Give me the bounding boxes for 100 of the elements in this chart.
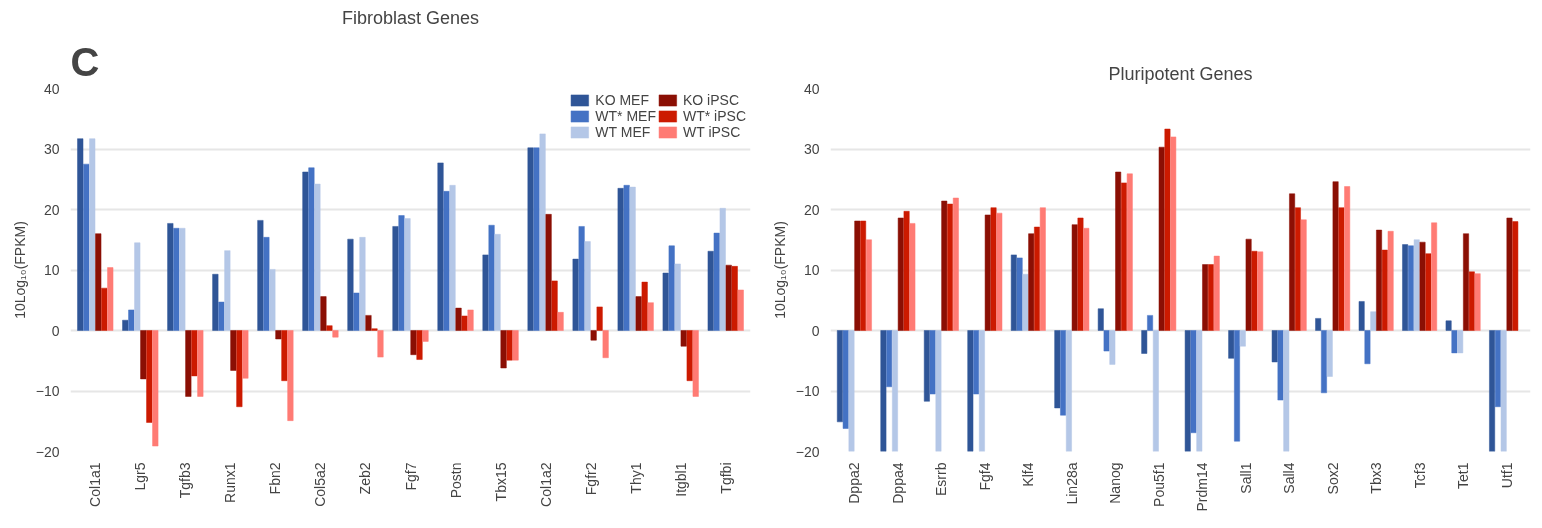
bar: [443, 191, 450, 331]
x-tick-label: Nanog: [1107, 462, 1124, 504]
bar: [314, 183, 321, 331]
bar: [1245, 238, 1252, 331]
bar: [1387, 231, 1394, 331]
bar: [320, 296, 327, 331]
y-tick-label: 20: [43, 201, 60, 218]
bar: [122, 319, 129, 331]
bar: [302, 171, 309, 331]
bar: [173, 228, 180, 331]
bar: [979, 330, 985, 452]
bar: [1271, 330, 1278, 363]
x-tick-label: Tcf3: [1411, 462, 1428, 489]
bar: [602, 330, 609, 358]
x-tick-label: Runx1: [222, 462, 239, 503]
bar: [1115, 171, 1122, 331]
bar: [353, 292, 360, 331]
bar: [242, 330, 249, 379]
bar: [854, 220, 861, 331]
bar: [713, 232, 720, 331]
bar: [692, 330, 699, 397]
bar: [422, 330, 429, 342]
x-tick-label: Dppa4: [889, 462, 906, 504]
y-tick-label: 0: [811, 322, 820, 339]
legend-label: KO iPSC: [683, 92, 740, 108]
bar: [512, 330, 519, 361]
x-tick-label: Fgfr2: [582, 462, 599, 496]
bar: [680, 330, 687, 347]
x-tick-label: Tbx3: [1368, 462, 1385, 494]
y-tick-label: −20: [795, 443, 820, 460]
bar: [1419, 241, 1426, 331]
bar: [647, 302, 654, 331]
bar: [281, 330, 288, 381]
x-tick-label: Col5a2: [312, 462, 329, 507]
x-tick-label: Col1a1: [87, 462, 104, 507]
x-tick-label: Tet1: [1455, 462, 1472, 489]
x-tick-label: Fgf7: [402, 462, 419, 491]
bar: [1228, 330, 1235, 359]
legend-label: WT* iPSC: [683, 108, 746, 124]
bar: [929, 330, 936, 395]
bar: [996, 212, 1003, 331]
x-tick-label: Postn: [447, 462, 464, 499]
y-axis-title: 10Log₁₀(FPKM): [771, 221, 788, 319]
bar: [1338, 207, 1345, 331]
bar: [1257, 251, 1264, 331]
bar: [1370, 311, 1377, 331]
bar: [236, 330, 243, 407]
bar: [1234, 330, 1240, 442]
bar: [527, 147, 534, 331]
x-tick-label: Thy1: [627, 462, 644, 494]
y-tick-label: 10: [803, 262, 820, 278]
bar: [1506, 217, 1513, 331]
bar: [1500, 330, 1507, 452]
bar: [897, 217, 904, 331]
bar: [572, 258, 579, 331]
bar: [488, 224, 495, 331]
bar: [467, 309, 474, 331]
bar: [275, 330, 282, 340]
x-tick-label: Tbx15: [492, 462, 509, 502]
bar: [539, 133, 546, 331]
bar: [1445, 320, 1452, 331]
x-tick-label: Fbn2: [267, 462, 284, 495]
bar: [668, 245, 675, 331]
bar: [1239, 330, 1246, 347]
bar: [140, 330, 147, 380]
y-tick-label: −10: [35, 383, 60, 399]
bar: [1425, 253, 1432, 331]
bar: [1489, 330, 1496, 452]
bar: [596, 306, 603, 331]
x-tick-label: Tgfb3: [177, 462, 194, 499]
bar: [95, 233, 102, 331]
bar: [725, 264, 732, 331]
bar: [1251, 250, 1258, 331]
bar: [935, 330, 942, 452]
x-tick-label: Prdm14: [1194, 462, 1211, 512]
y-tick-label: 20: [803, 201, 820, 218]
bar: [269, 269, 276, 331]
y-axis-title: 10Log₁₀(FPKM): [11, 221, 28, 319]
chart-title: Fibroblast Genes: [341, 7, 480, 28]
bar: [197, 330, 204, 397]
bar: [557, 312, 564, 331]
bar: [398, 215, 405, 331]
bar: [1097, 308, 1104, 331]
y-tick-label: 40: [803, 80, 820, 97]
bar: [179, 228, 186, 331]
bar: [545, 214, 552, 331]
bar: [551, 280, 558, 331]
bar: [1158, 146, 1165, 331]
bar: [629, 186, 636, 331]
bar: [1028, 233, 1035, 331]
bar: [1152, 330, 1159, 452]
bar: [308, 167, 315, 331]
y-tick-label: −10: [795, 383, 820, 399]
bar: [1364, 330, 1371, 365]
bar: [947, 203, 953, 331]
bar: [218, 301, 225, 331]
bar: [500, 330, 507, 369]
bar: [1431, 222, 1438, 331]
bar: [1147, 315, 1153, 331]
bar: [377, 330, 384, 358]
